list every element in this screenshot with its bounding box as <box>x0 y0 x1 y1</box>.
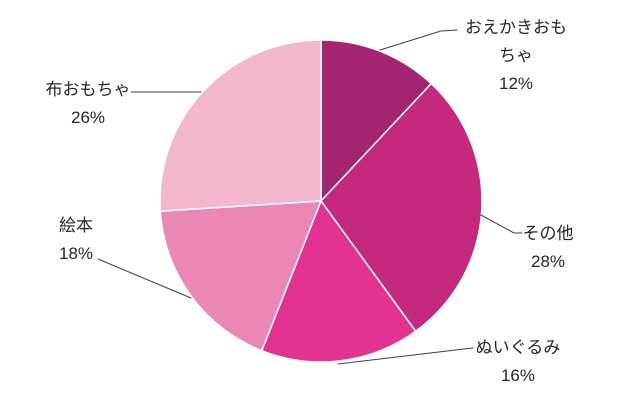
pie-slice-nuno-omocha <box>159 39 322 212</box>
leader-line-nuigurumi <box>337 347 474 365</box>
label-nuno-omocha: 布おもちゃ 26% <box>46 76 131 132</box>
label-nuigurumi-pct: 16% <box>500 366 536 385</box>
leader-line-sonota <box>480 214 523 234</box>
leader-lines <box>97 29 523 365</box>
label-nuno-omocha-name: 布おもちゃ <box>45 80 131 99</box>
label-ehon-pct: 18% <box>58 244 94 263</box>
label-oekaki-omocha-line2: ちゃ <box>499 46 533 65</box>
label-ehon: 絵本 18% <box>59 212 93 268</box>
label-sonota-name: その他 <box>522 224 574 243</box>
label-oekaki-omocha-line1: おえかきおも <box>465 18 567 37</box>
pie-slice-nuigurumi <box>260 200 417 363</box>
pie-slice-ehon <box>159 200 322 352</box>
label-nuno-omocha-pct: 26% <box>70 108 106 127</box>
pie-slices <box>159 39 483 363</box>
label-oekaki-omocha: おえかきおも ちゃ 12% <box>465 14 567 98</box>
label-nuigurumi: ぬいぐるみ 16% <box>476 334 561 390</box>
leader-line-ehon <box>97 258 192 299</box>
label-nuigurumi-name: ぬいぐるみ <box>475 338 561 357</box>
label-sonota-pct: 28% <box>530 252 566 271</box>
label-ehon-name: 絵本 <box>59 216 93 235</box>
label-sonota: その他 28% <box>523 220 574 276</box>
label-oekaki-omocha-pct: 12% <box>498 74 534 93</box>
pie-slice-sonota <box>320 82 483 332</box>
pie-slice-oekaki-omocha <box>320 39 432 202</box>
leader-line-oekaki-omocha <box>379 29 458 51</box>
